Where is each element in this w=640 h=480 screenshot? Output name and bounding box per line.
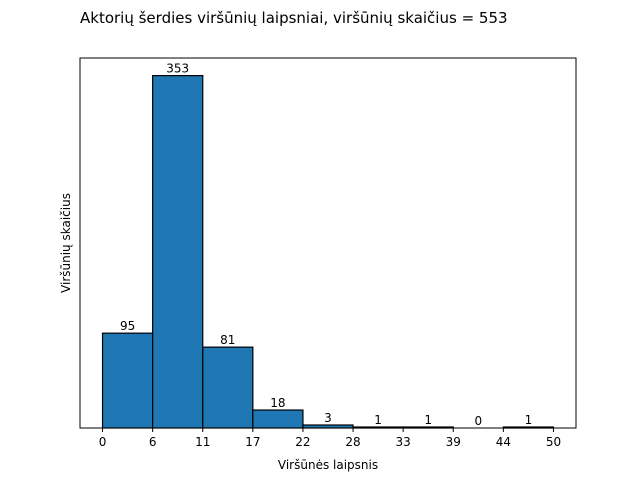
x-tick-label: 28 (345, 435, 360, 449)
x-tick-label: 11 (195, 435, 210, 449)
bar-value-label: 81 (220, 333, 235, 347)
x-tick-label: 22 (295, 435, 310, 449)
chart-title: Aktorių šerdies viršūnių laipsniai, virš… (80, 9, 508, 27)
bar-value-label: 95 (120, 319, 135, 333)
histogram-bar (252, 409, 304, 429)
bar-value-label: 18 (270, 396, 285, 410)
bar-value-label: 1 (525, 413, 533, 427)
histogram-bar (202, 346, 254, 429)
bar-value-label: 0 (474, 414, 482, 428)
x-tick-label: 17 (245, 435, 260, 449)
bar-value-label: 3 (324, 411, 332, 425)
bar-value-label: 1 (424, 413, 432, 427)
histogram-bar (101, 332, 154, 429)
x-tick-label: 33 (396, 435, 411, 449)
histogram-bar (152, 75, 204, 429)
x-tick-label: 0 (99, 435, 107, 449)
x-tick-label: 50 (546, 435, 561, 449)
bar-value-label: 1 (374, 413, 382, 427)
plot-frame (79, 57, 577, 429)
x-tick-label: 44 (496, 435, 511, 449)
bars-group (101, 75, 555, 429)
x-axis-ticks: 0 6 11 17 22 28 33 39 44 50 (99, 428, 561, 449)
data-labels-group: 95 353 81 18 3 1 1 0 1 (120, 62, 532, 428)
x-axis-label: Viršūnės laipsnis (278, 458, 378, 472)
bar-value-label: 353 (166, 62, 189, 76)
x-tick-label: 39 (446, 435, 461, 449)
x-tick-label: 6 (149, 435, 157, 449)
y-axis-label: Viršūnių skaičius (59, 193, 73, 293)
